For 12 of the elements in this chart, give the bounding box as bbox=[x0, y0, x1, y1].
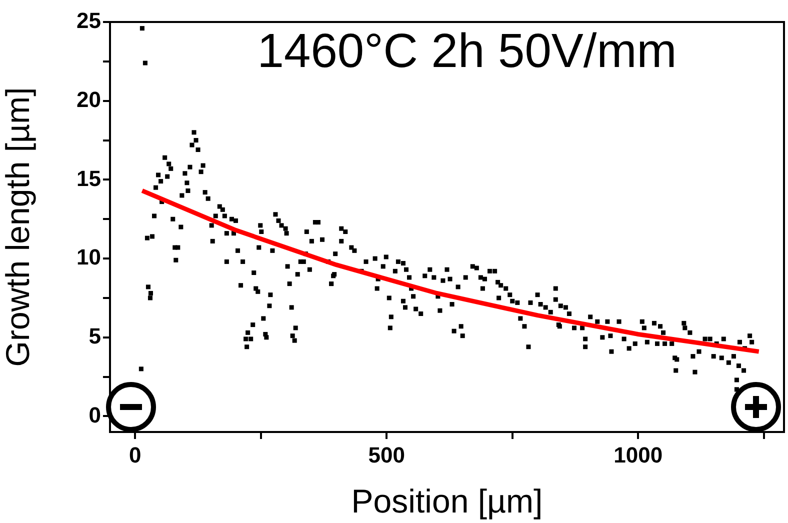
x-axis-title: Position [µm] bbox=[351, 482, 543, 520]
x-tick-label: 0 bbox=[129, 442, 142, 468]
y-tick-label: 15 bbox=[76, 166, 101, 191]
y-tick-label: 25 bbox=[76, 8, 101, 34]
y-tick-label: 10 bbox=[76, 244, 101, 270]
y-axis-title: Growth length [µm] bbox=[0, 87, 36, 367]
x-tick-label: 500 bbox=[368, 442, 405, 468]
x-tick-label: 1000 bbox=[614, 442, 663, 468]
y-tick-label: 0 bbox=[88, 402, 101, 428]
y-tick-label: 5 bbox=[88, 323, 101, 348]
y-tick-label: 20 bbox=[76, 86, 101, 112]
chart-title: 1460°C 2h 50V/mm bbox=[257, 25, 677, 78]
